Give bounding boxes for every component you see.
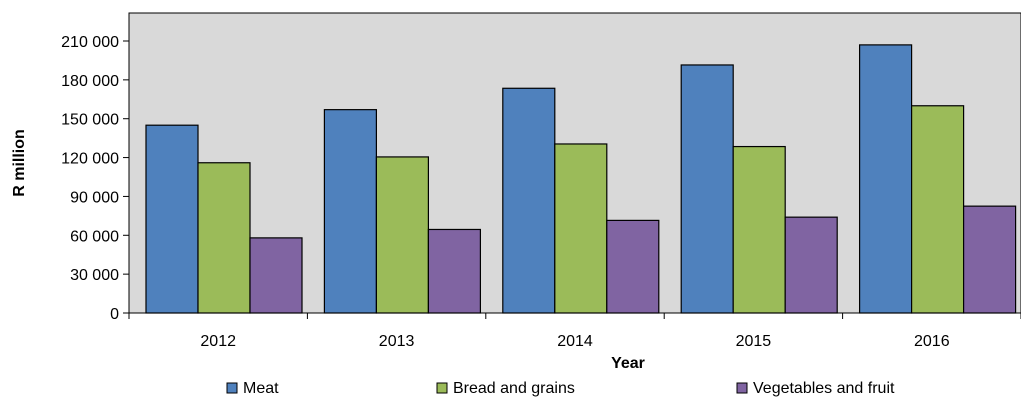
bar-bread-and-grains-2015	[732, 145, 786, 314]
bar-vegetables-and-fruit-2015	[784, 216, 838, 314]
x-tick-label: 2013	[379, 333, 415, 350]
y-axis: 0 30 000 60 000 90 000 120 000 150 000 180 000…	[61, 13, 130, 323]
bar-vegetables-and-fruit-2016	[962, 205, 1017, 314]
bar-vegetables-and-fruit-2013	[427, 228, 481, 314]
y-tick-label: 210 000	[61, 34, 119, 51]
x-tick-label: 2016	[914, 333, 950, 350]
legend-swatch-meat	[226, 382, 238, 394]
y-tick-label: 150 000	[61, 112, 119, 129]
x-tick-label: 2014	[557, 333, 593, 350]
bar-vegetables-and-fruit-2012	[249, 237, 303, 314]
bar-meat-2012	[145, 124, 199, 314]
legend-swatch-vegetables-and-fruit	[736, 382, 748, 394]
legend-label-meat: Meat	[243, 380, 279, 397]
bar-meat-2013	[323, 109, 377, 314]
y-axis-title: R million	[11, 129, 28, 197]
bar-meat-2015	[680, 64, 734, 314]
y-tick-label: 120 000	[61, 151, 119, 168]
x-axis: 2012 2013 2014 2015 2016	[128, 312, 1021, 350]
bars-group	[145, 44, 1017, 314]
legend-swatch-bread-and-grains	[436, 382, 448, 394]
y-tick-label: 90 000	[70, 189, 119, 206]
legend-label-vegetables-and-fruit: Vegetables and fruit	[753, 380, 895, 397]
y-tick-label: 30 000	[70, 267, 119, 284]
x-axis-title: Year	[611, 355, 645, 372]
y-tick-label: 0	[110, 306, 119, 323]
bar-bread-and-grains-2014	[554, 143, 608, 314]
bar-vegetables-and-fruit-2014	[606, 219, 660, 314]
bar-meat-2016	[858, 44, 913, 314]
bar-bread-and-grains-2016	[910, 105, 965, 314]
bar-meat-2014	[502, 87, 556, 314]
legend: Meat Bread and grains Vegetables and fruit	[226, 380, 895, 397]
bar-bread-and-grains-2013	[375, 156, 429, 314]
y-tick-label: 60 000	[70, 228, 119, 245]
bar-bread-and-grains-2012	[197, 162, 251, 314]
y-tick-label: 180 000	[61, 73, 119, 90]
x-tick-label: 2015	[736, 333, 772, 350]
legend-label-bread-and-grains: Bread and grains	[453, 380, 575, 397]
x-tick-label: 2012	[200, 333, 236, 350]
